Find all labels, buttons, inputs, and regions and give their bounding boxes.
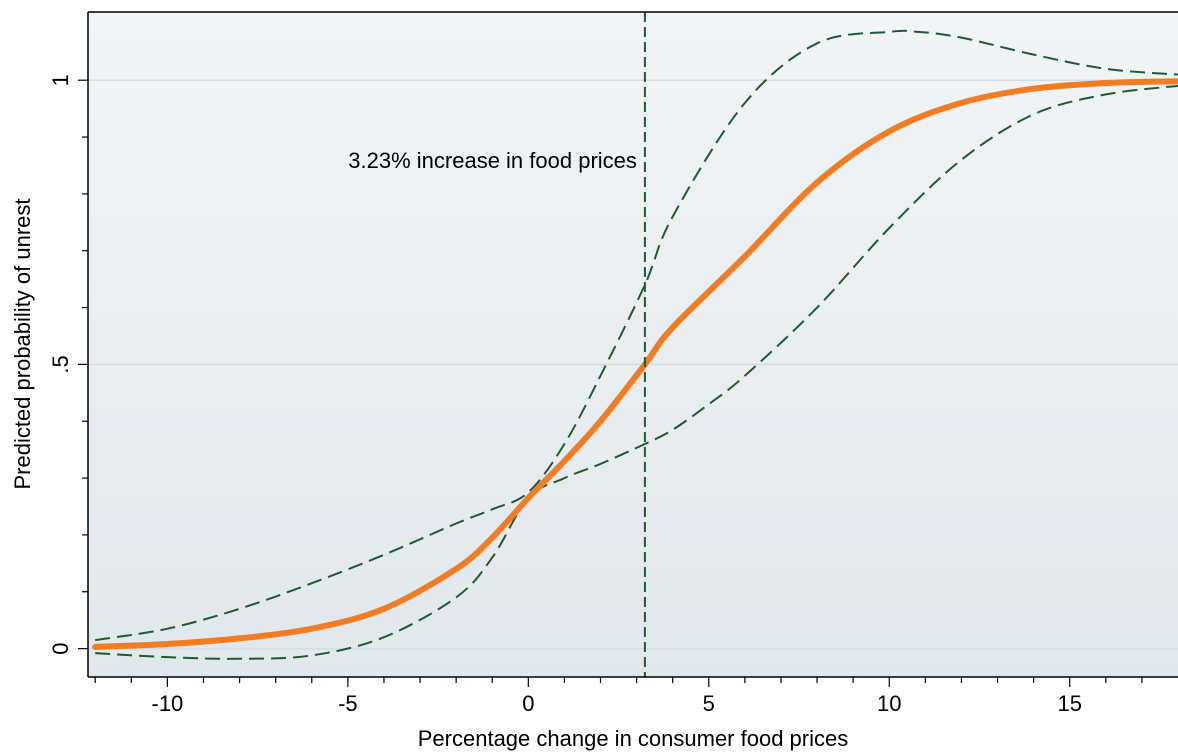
y-axis-ticks: 0.51 <box>48 74 88 655</box>
x-tick-label-3: 5 <box>703 691 715 716</box>
y-axis-label: Predicted probability of unrest <box>10 198 35 489</box>
x-tick-label-1: -5 <box>338 691 358 716</box>
series-upper-ci-line <box>95 29 1178 642</box>
y-tick-label-2: 1 <box>48 74 73 86</box>
plot-area <box>88 12 1178 677</box>
x-axis-label: Percentage change in consumer food price… <box>418 726 848 751</box>
x-tick-label-5: 15 <box>1057 691 1081 716</box>
reference-line-annotation: 3.23% increase in food prices <box>348 148 637 173</box>
y-tick-label-0: 0 <box>48 642 73 654</box>
x-axis-ticks: -10 -5 0 5 10 15 <box>94 677 1143 716</box>
x-tick-label-2: 0 <box>522 691 534 716</box>
grid-layer <box>88 79 1178 650</box>
series-lower-ci-line <box>95 84 1178 660</box>
y-tick-label-1: .5 <box>48 355 73 373</box>
series-layer <box>92 12 1178 677</box>
x-tick-label-0: -10 <box>152 691 184 716</box>
series-predicted-line <box>92 78 1178 650</box>
x-tick-label-4: 10 <box>877 691 901 716</box>
